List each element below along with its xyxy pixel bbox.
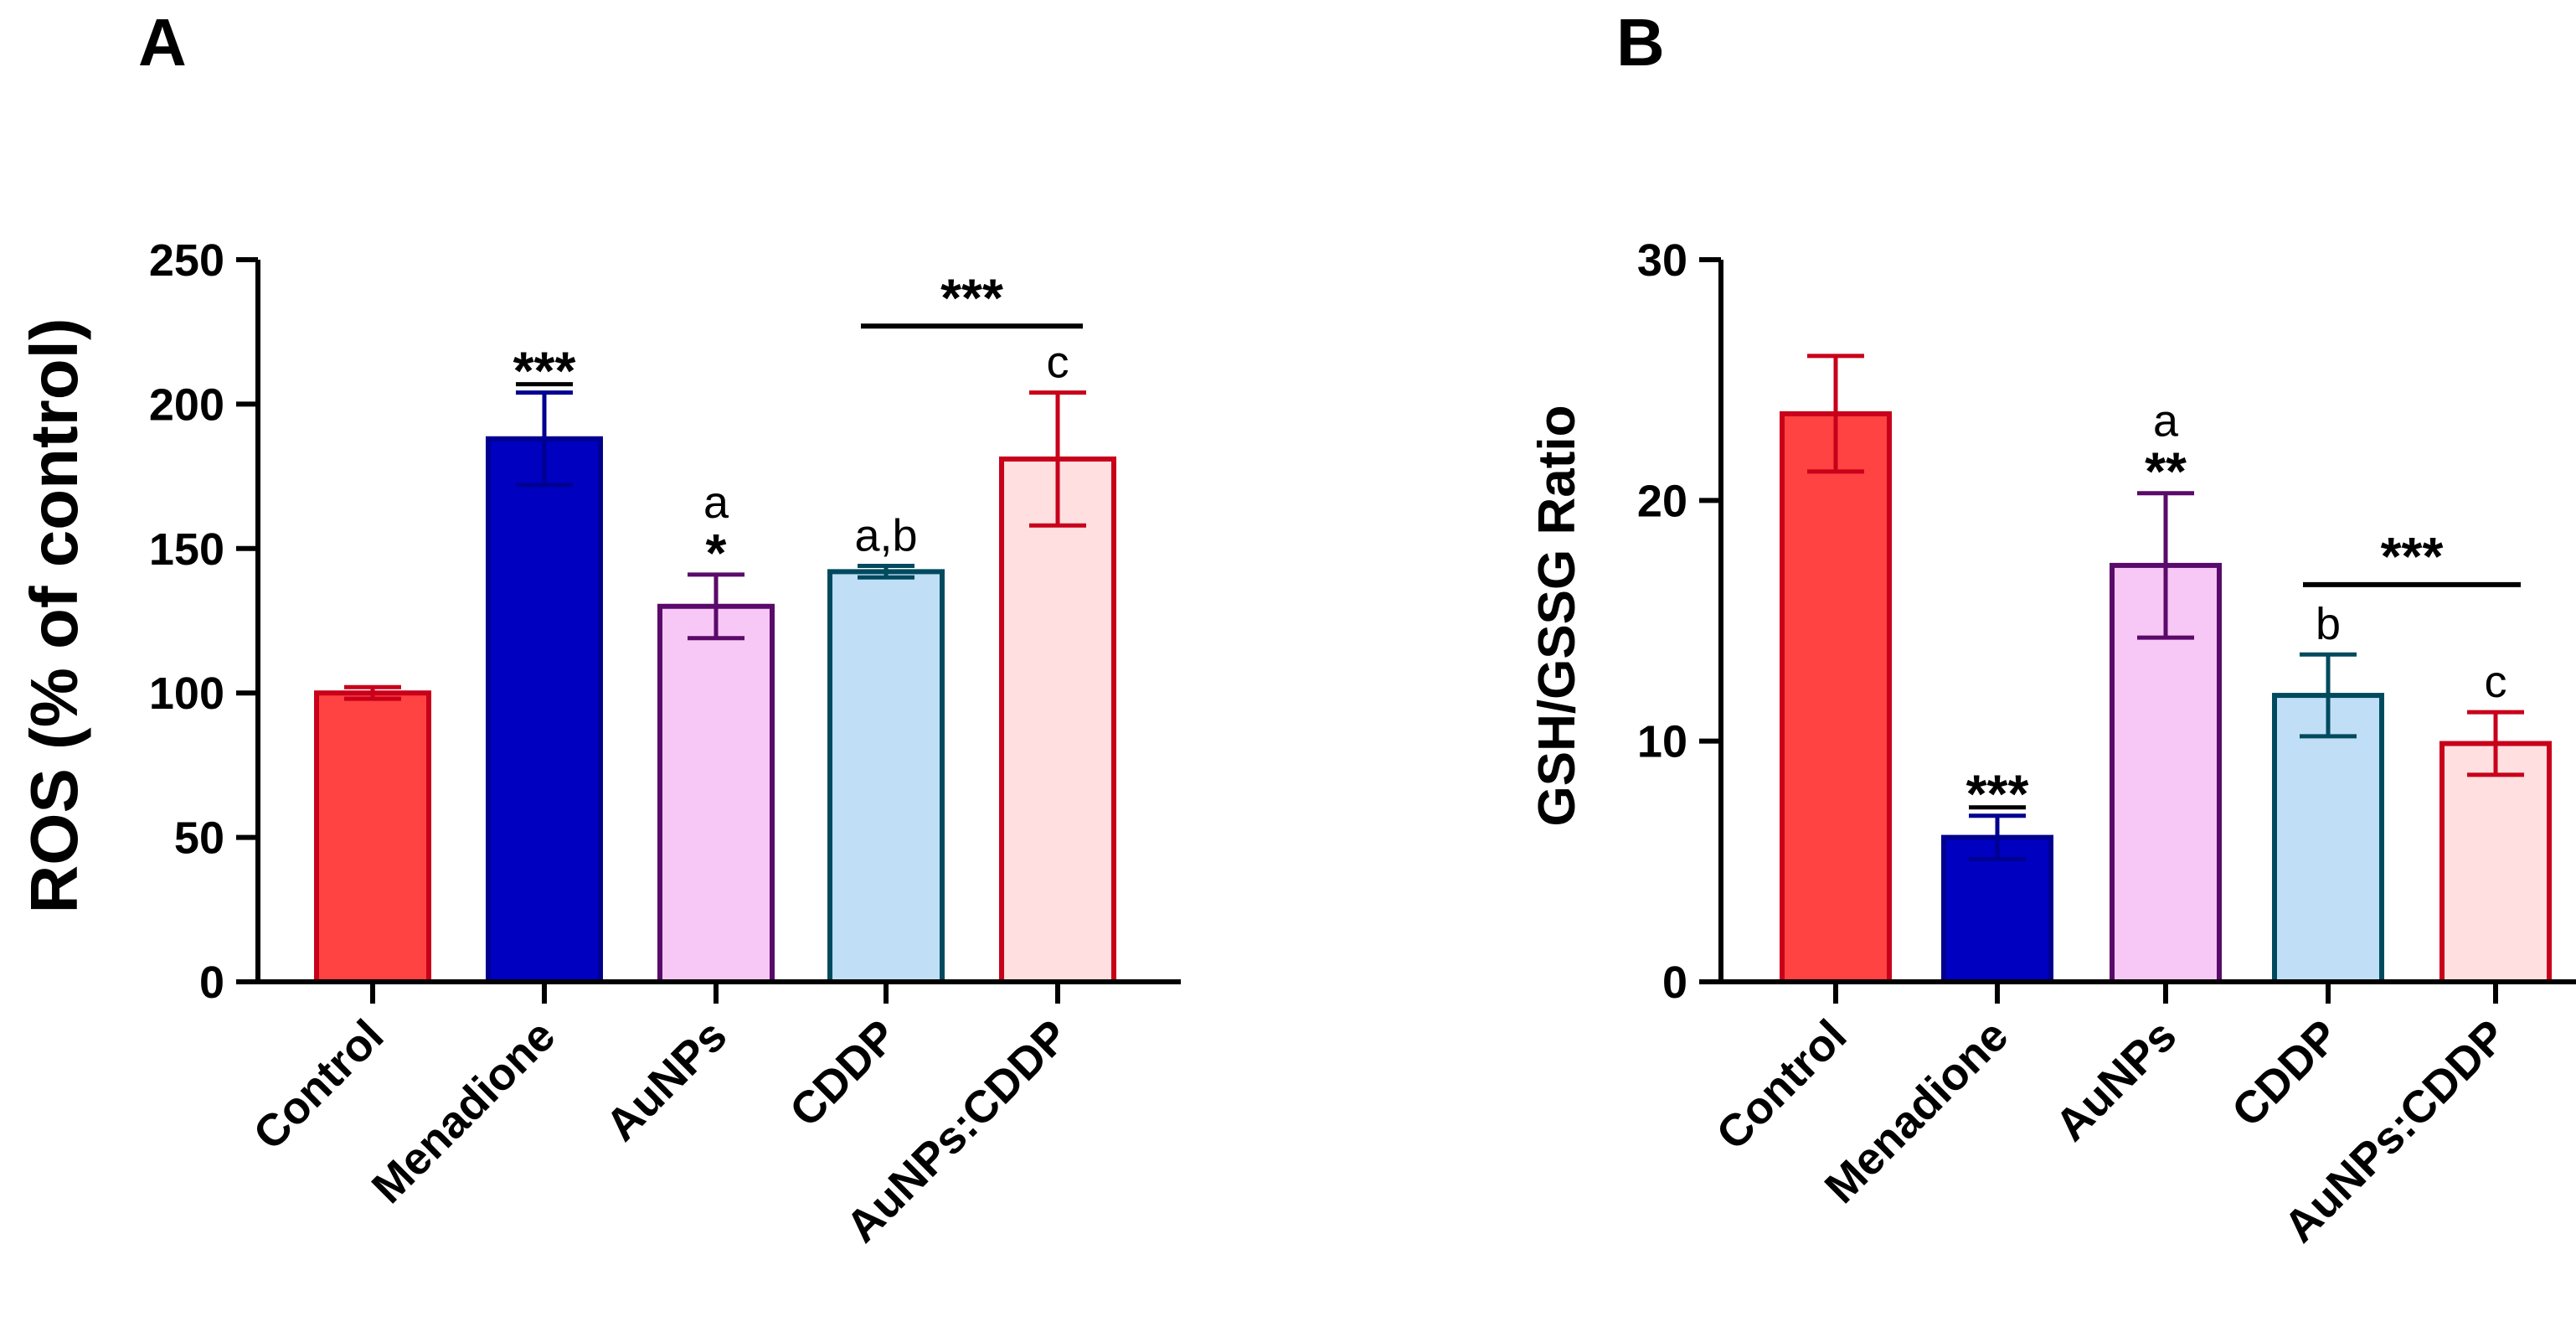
- significance-stars: **: [2145, 441, 2187, 502]
- annotation-letter: a,b: [854, 510, 917, 560]
- y-tick-label: 20: [1637, 476, 1687, 526]
- annotation-letter: a: [2153, 396, 2179, 447]
- significance-stars: *: [706, 523, 727, 583]
- y-tick-label: 0: [199, 958, 224, 1008]
- y-tick-label: 0: [1662, 958, 1687, 1008]
- bar-aunps: [657, 603, 775, 984]
- y-tick-label: 250: [149, 235, 224, 286]
- x-tick-label: CDDP: [781, 1010, 907, 1137]
- bar-control: [1780, 410, 1892, 985]
- panel-letter: B: [1616, 5, 1665, 80]
- bracket-stars: ***: [940, 267, 1003, 328]
- y-tick-label: 150: [149, 524, 224, 575]
- y-tick-label: 10: [1637, 717, 1687, 767]
- significance-stars: ***: [513, 341, 576, 401]
- y-axis-title: GSH/GSSG Ratio: [1528, 405, 1586, 827]
- x-tick-label: AuNPs: [596, 1010, 737, 1151]
- y-tick-label: 100: [149, 669, 224, 719]
- bar-aunps-cddp: [2439, 741, 2552, 984]
- y-axis-title: ROS (% of control): [17, 318, 91, 913]
- x-tick-label: Control: [244, 1010, 393, 1159]
- bracket-stars: ***: [2381, 526, 2444, 586]
- x-tick-label: Control: [1707, 1010, 1856, 1159]
- bar-cddp: [2272, 693, 2384, 984]
- x-tick-label: Menadione: [363, 1010, 565, 1213]
- annotation-letter: b: [2316, 599, 2341, 649]
- annotation-letter: c: [2485, 657, 2507, 707]
- annotation-letter: a: [703, 478, 729, 528]
- bar-control: [314, 690, 431, 984]
- x-tick-label: CDDP: [2223, 1010, 2349, 1137]
- y-tick-label: 30: [1637, 235, 1687, 286]
- x-tick-label: AuNPs: [2046, 1010, 2187, 1151]
- y-tick-label: 50: [174, 813, 224, 864]
- y-tick-label: 200: [149, 379, 224, 430]
- bar-menadione: [1941, 834, 2053, 984]
- significance-stars: ***: [1966, 764, 2029, 824]
- annotation-letter: c: [1047, 338, 1069, 388]
- bar-menadione: [486, 436, 603, 984]
- bar-aunps-cddp: [999, 456, 1116, 984]
- panel-letter: A: [138, 5, 187, 80]
- bar-cddp: [827, 569, 945, 984]
